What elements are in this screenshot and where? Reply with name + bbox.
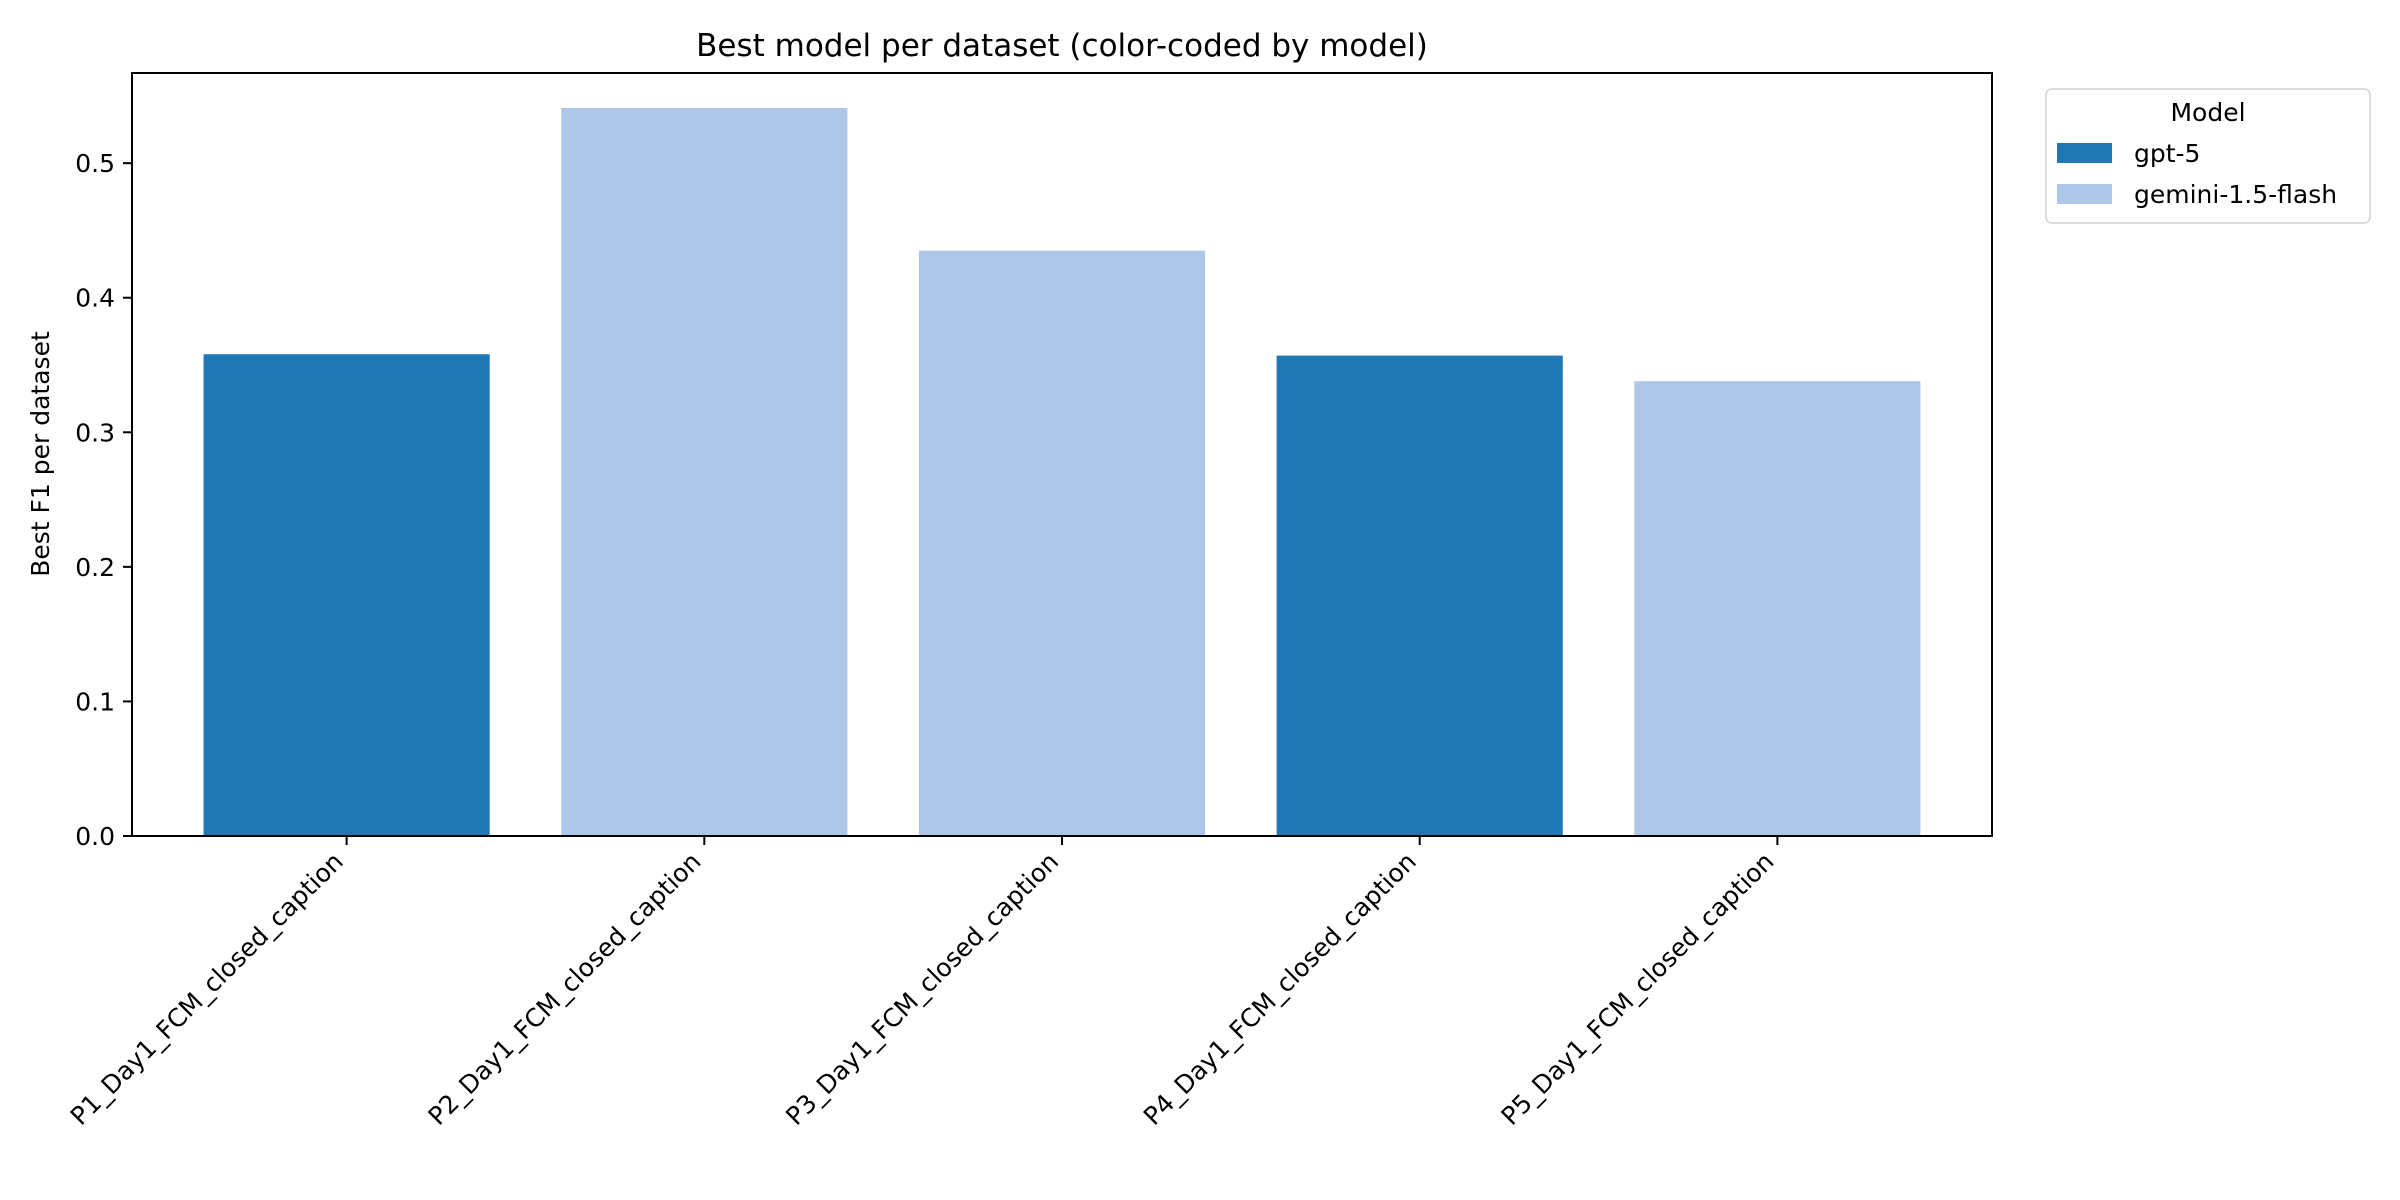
y-tick-label: 0.3 [75, 418, 115, 447]
bar-3 [918, 250, 1206, 836]
y-tick-label: 0.4 [75, 284, 115, 313]
legend-swatch-gpt-5 [2057, 143, 2112, 163]
y-tick-label: 0.1 [75, 687, 115, 716]
legend-frame [2045, 88, 2371, 224]
bars-group [203, 107, 1921, 836]
y-tick-label: 0.0 [75, 822, 115, 851]
legend: Model gpt-5 gemini-1.5-flash [2045, 88, 2371, 224]
y-tick-label: 0.5 [75, 149, 115, 178]
bar-5 [1634, 381, 1921, 836]
y-axis-ticks: 0.0 0.1 0.2 0.3 0.4 0.5 [75, 149, 132, 851]
legend-swatch-gemini-1.5-flash [2057, 184, 2112, 204]
bar-1 [203, 354, 490, 836]
chart-title: Best model per dataset (color-coded by m… [696, 28, 1428, 64]
y-tick-label: 0.2 [75, 553, 115, 582]
legend-title: Model [2170, 98, 2245, 127]
legend-label-gpt-5: gpt-5 [2134, 139, 2200, 168]
bar-2 [561, 107, 848, 836]
y-axis-label: Best F1 per dataset [26, 331, 55, 577]
legend-label-gemini-1.5-flash: gemini-1.5-flash [2134, 180, 2337, 209]
bar-4 [1276, 355, 1563, 836]
